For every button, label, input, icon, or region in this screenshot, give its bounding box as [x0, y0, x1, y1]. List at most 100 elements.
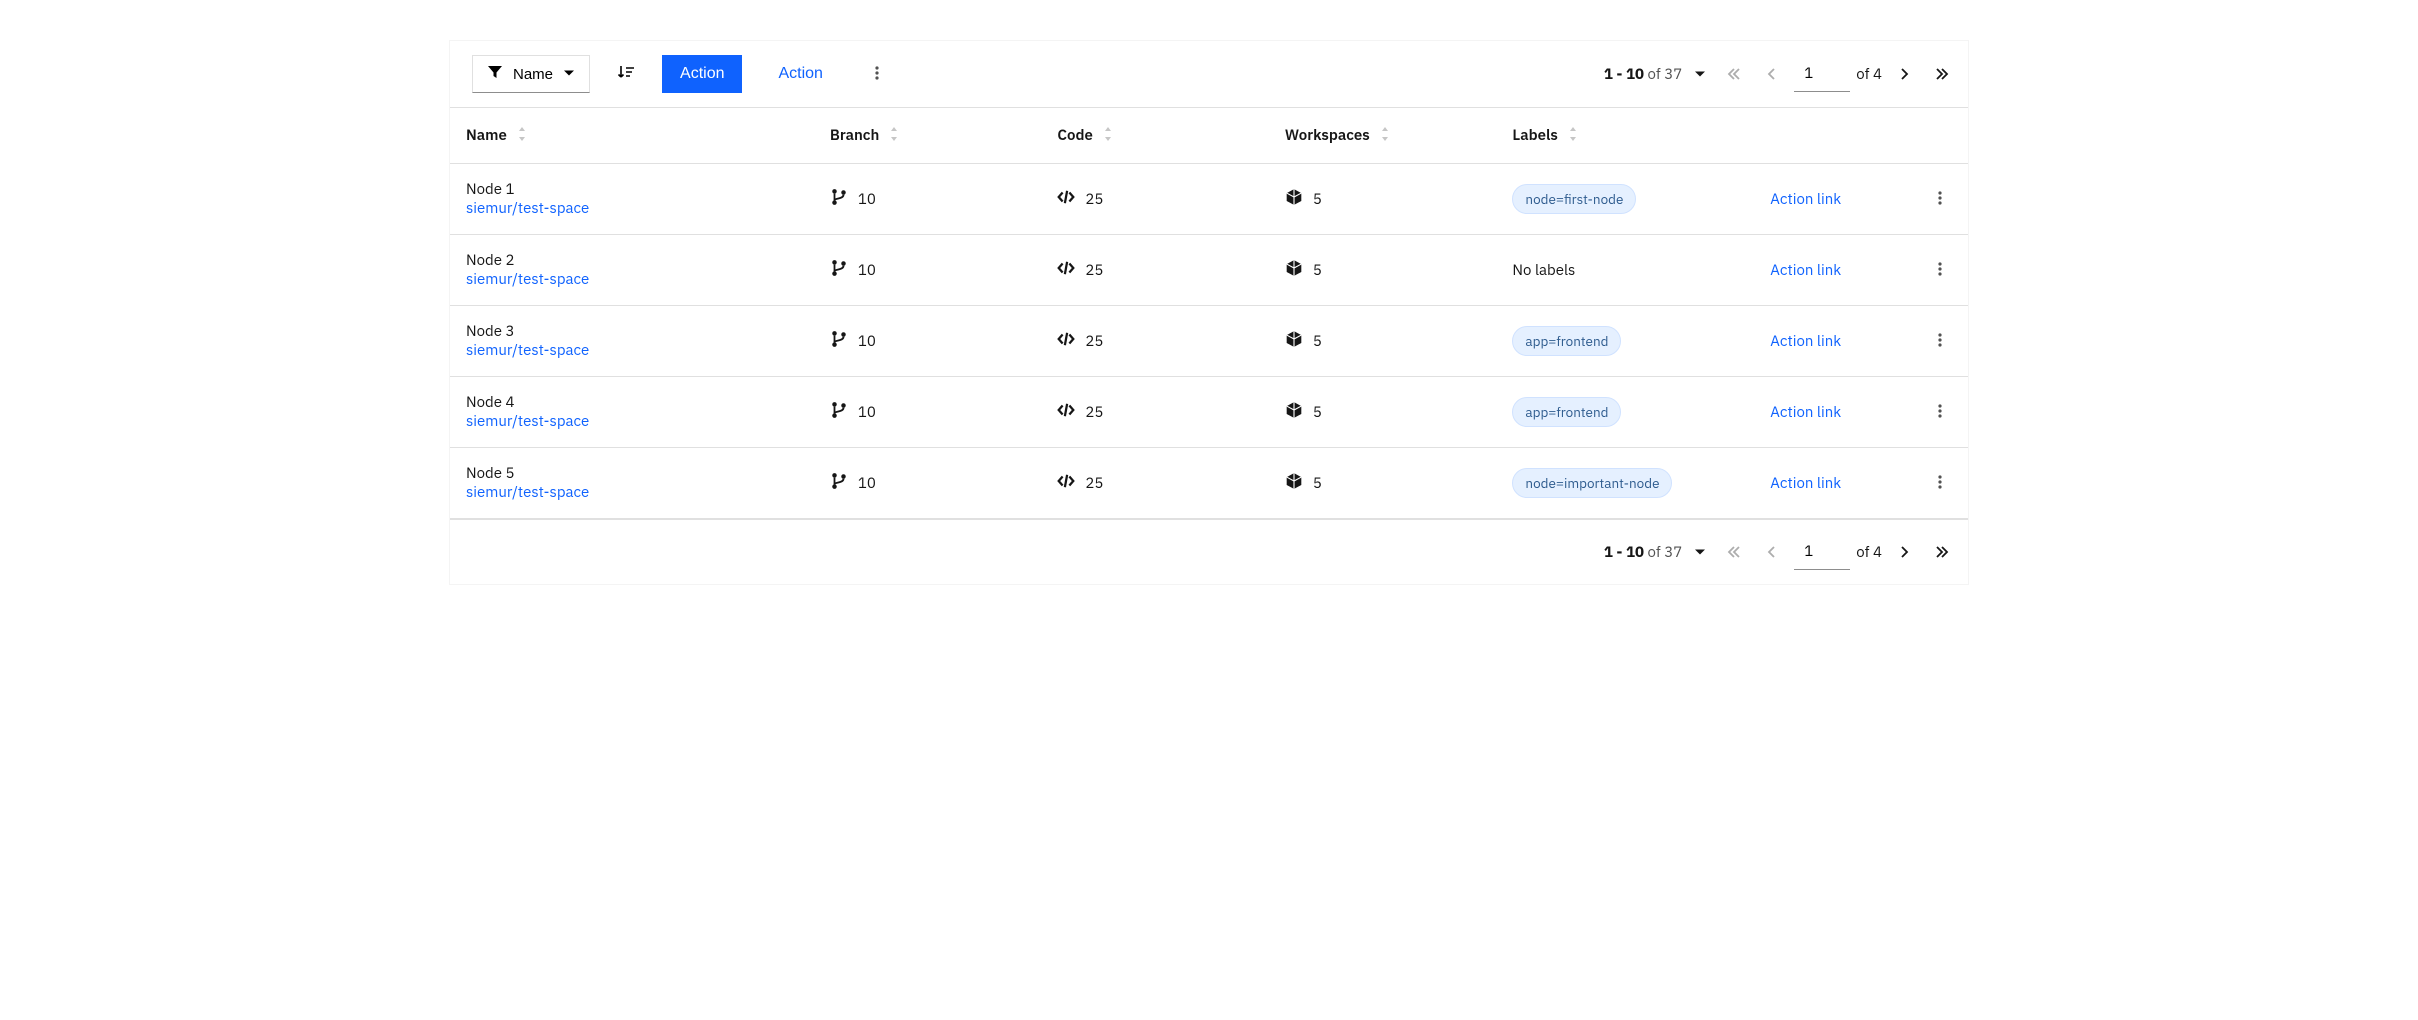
next-page-button[interactable]	[1888, 58, 1920, 90]
node-name: Node 4	[466, 393, 798, 412]
code-count: 25	[1085, 261, 1103, 280]
col-header-workspaces-label: Workspaces	[1285, 126, 1370, 145]
workspace-icon	[1285, 259, 1303, 282]
primary-action-button[interactable]: Action	[662, 55, 742, 93]
kebab-icon	[1932, 474, 1948, 493]
node-name: Node 1	[466, 180, 798, 199]
kebab-icon	[869, 65, 885, 84]
workspace-count: 5	[1313, 190, 1322, 209]
col-header-workspaces[interactable]: Workspaces	[1269, 108, 1497, 164]
page-number-input[interactable]	[1794, 534, 1850, 570]
branch-count: 10	[858, 190, 876, 209]
code-icon	[1057, 401, 1075, 424]
branch-count: 10	[858, 332, 876, 351]
code-icon	[1057, 330, 1075, 353]
col-header-branch[interactable]: Branch	[814, 108, 1041, 164]
col-header-name-label: Name	[466, 126, 507, 145]
row-overflow-menu[interactable]	[1922, 323, 1958, 359]
sort-icon	[1101, 127, 1119, 145]
code-count: 25	[1085, 332, 1103, 351]
data-table: Name Branch Code Workspaces Labels Node …	[450, 108, 1968, 519]
table-row: Node 5siemur/test-space10255node=importa…	[450, 448, 1968, 519]
row-overflow-menu[interactable]	[1922, 465, 1958, 501]
branch-icon	[830, 188, 848, 211]
label-chip: node=first-node	[1512, 184, 1636, 214]
row-action-link[interactable]: Action link	[1770, 403, 1841, 422]
table-row: Node 1siemur/test-space 10 25 5 node=first-n…	[450, 164, 1968, 235]
repo-link[interactable]: siemur/test-space	[466, 199, 589, 218]
total-pages: of 4	[1856, 543, 1882, 562]
label-chip: app=frontend	[1512, 326, 1621, 356]
filter-icon	[487, 64, 503, 84]
repo-link[interactable]: siemur/test-space	[466, 270, 589, 289]
workspace-count: 5	[1313, 332, 1322, 351]
next-page-button[interactable]	[1888, 536, 1920, 568]
branch-count: 10	[858, 261, 876, 280]
workspace-icon	[1285, 188, 1303, 211]
code-icon	[1057, 472, 1075, 495]
overflow-menu-button[interactable]	[859, 56, 895, 92]
pagination-bottom: 1 - 10 of 37 of 4	[1604, 534, 1958, 570]
sort-settings-button[interactable]	[608, 56, 644, 92]
prev-page-button[interactable]	[1756, 536, 1788, 568]
col-header-name[interactable]: Name	[450, 108, 814, 164]
col-header-labels[interactable]: Labels	[1496, 108, 1754, 164]
sort-icon	[1566, 127, 1584, 145]
repo-link[interactable]: siemur/test-space	[466, 412, 589, 431]
row-action-link[interactable]: Action link	[1770, 474, 1841, 493]
first-page-button[interactable]	[1718, 58, 1750, 90]
workspace-count: 5	[1313, 261, 1322, 280]
branch-icon	[830, 401, 848, 424]
row-action-link[interactable]: Action link	[1770, 261, 1841, 280]
row-action-link[interactable]: Action link	[1770, 332, 1841, 351]
kebab-icon	[1932, 332, 1948, 351]
secondary-action-button[interactable]: Action	[760, 55, 840, 93]
sort-icon	[515, 127, 533, 145]
pagination-top: 1 - 10 of 37 of 4	[1604, 56, 1958, 92]
last-page-button[interactable]	[1926, 536, 1958, 568]
col-header-labels-label: Labels	[1512, 126, 1558, 145]
sort-icon	[887, 127, 905, 145]
branch-icon	[830, 259, 848, 282]
items-range: 1 - 10 of 37	[1604, 543, 1682, 562]
page-number-input[interactable]	[1794, 56, 1850, 92]
col-header-code-label: Code	[1057, 126, 1092, 145]
label-chip: app=frontend	[1512, 397, 1621, 427]
label-chip: node=important-node	[1512, 468, 1672, 498]
footer: 1 - 10 of 37 of 4	[450, 519, 1968, 584]
items-range: 1 - 10 of 37	[1604, 65, 1682, 84]
items-per-page-dropdown[interactable]	[1688, 62, 1712, 86]
workspace-icon	[1285, 472, 1303, 495]
row-overflow-menu[interactable]	[1922, 394, 1958, 430]
workspace-icon	[1285, 330, 1303, 353]
col-header-code[interactable]: Code	[1041, 108, 1268, 164]
code-icon	[1057, 188, 1075, 211]
repo-link[interactable]: siemur/test-space	[466, 341, 589, 360]
last-page-button[interactable]	[1926, 58, 1958, 90]
kebab-icon	[1932, 403, 1948, 422]
workspace-icon	[1285, 401, 1303, 424]
code-count: 25	[1085, 190, 1103, 209]
col-header-branch-label: Branch	[830, 126, 879, 145]
kebab-icon	[1932, 190, 1948, 209]
caret-down-icon	[563, 66, 575, 83]
workspace-count: 5	[1313, 403, 1322, 422]
workspace-count: 5	[1313, 474, 1322, 493]
code-count: 25	[1085, 403, 1103, 422]
table-row: Node 2siemur/test-space10255No labelsAct…	[450, 235, 1968, 306]
row-overflow-menu[interactable]	[1922, 252, 1958, 288]
items-per-page-dropdown[interactable]	[1688, 540, 1712, 564]
sort-icon	[1378, 127, 1396, 145]
row-action-link[interactable]: Action link	[1770, 190, 1841, 209]
code-icon	[1057, 259, 1075, 282]
branch-icon	[830, 472, 848, 495]
sort-settings-icon	[616, 63, 636, 86]
prev-page-button[interactable]	[1756, 58, 1788, 90]
filter-dropdown[interactable]: Name	[472, 55, 590, 93]
repo-link[interactable]: siemur/test-space	[466, 483, 589, 502]
row-overflow-menu[interactable]	[1922, 181, 1958, 217]
first-page-button[interactable]	[1718, 536, 1750, 568]
table-container: Name Action Action 1 - 10 of	[449, 40, 1969, 585]
branch-count: 10	[858, 403, 876, 422]
node-name: Node 5	[466, 464, 798, 483]
